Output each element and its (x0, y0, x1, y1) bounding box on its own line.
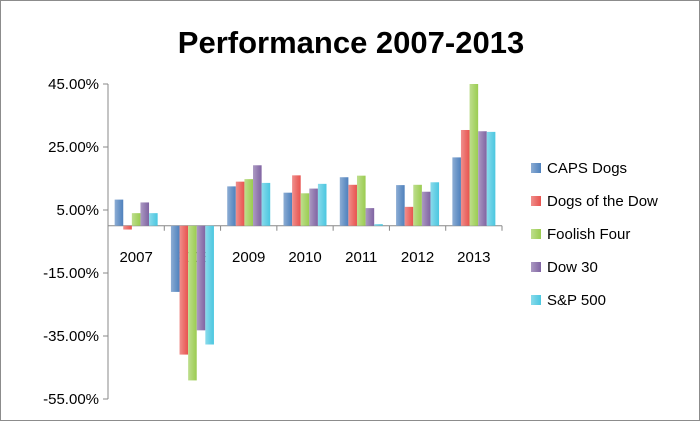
legend-swatch (531, 196, 541, 206)
x-tick-label: 2007 (119, 249, 152, 266)
bar (205, 225, 214, 345)
bar (114, 199, 124, 226)
bar (421, 191, 431, 226)
bar (227, 186, 236, 226)
bar (235, 181, 245, 226)
bar (413, 184, 422, 226)
legend-swatch (531, 295, 541, 305)
plot-area: 45.00% 25.00% 5.00% -15.00% -35.00% -55.00% 20… (43, 76, 503, 408)
bar (170, 225, 180, 292)
bar (486, 131, 496, 226)
bar (396, 185, 405, 226)
bar (261, 182, 271, 226)
bar (309, 188, 318, 226)
legend-label: S&P 500 (547, 292, 606, 309)
legend-swatch (531, 229, 541, 239)
legend-swatch (531, 262, 541, 272)
bar (149, 213, 158, 226)
legend-label: CAPS Dogs (547, 160, 627, 177)
bar (188, 225, 197, 381)
x-tick-label: 2013 (457, 249, 490, 266)
y-tick-label: -35.00% (43, 328, 99, 345)
bar (244, 179, 254, 226)
bar (478, 131, 487, 226)
bar (452, 157, 461, 226)
x-tick-label: 2011 (345, 249, 377, 266)
bar (365, 208, 375, 226)
x-tick-label: 2009 (232, 249, 265, 266)
bar (374, 224, 383, 226)
legend-swatch (531, 163, 541, 173)
bar (292, 175, 301, 226)
bar (404, 206, 414, 226)
bar (348, 184, 357, 226)
y-tick-label: 5.00% (56, 202, 99, 219)
bar (317, 183, 327, 226)
y-tick-label: 25.00% (48, 139, 99, 156)
legend-label: Dow 30 (547, 259, 598, 276)
y-tick-label: -55.00% (43, 391, 99, 408)
bar (179, 225, 189, 355)
bar (131, 213, 141, 226)
legend: CAPS Dogs Dogs of the Dow Foolish Four Dow … (531, 160, 658, 309)
y-tick-label: -15.00% (43, 265, 99, 282)
bar (283, 192, 293, 226)
bar (430, 182, 440, 226)
bar (356, 175, 366, 226)
legend-label: Dogs of the Dow (547, 193, 658, 210)
x-tick-label: 2012 (401, 249, 434, 266)
chart-title: Performance 2007-2013 (178, 25, 524, 60)
bar (123, 225, 132, 230)
bar (140, 202, 150, 226)
bar (339, 177, 349, 226)
bar (469, 84, 479, 226)
bar (460, 129, 470, 226)
bar (300, 193, 310, 226)
bar (196, 225, 206, 331)
bar (253, 165, 262, 226)
x-tick-label: 2010 (288, 249, 321, 266)
y-tick-label: 45.00% (48, 76, 99, 93)
legend-label: Foolish Four (547, 226, 630, 243)
